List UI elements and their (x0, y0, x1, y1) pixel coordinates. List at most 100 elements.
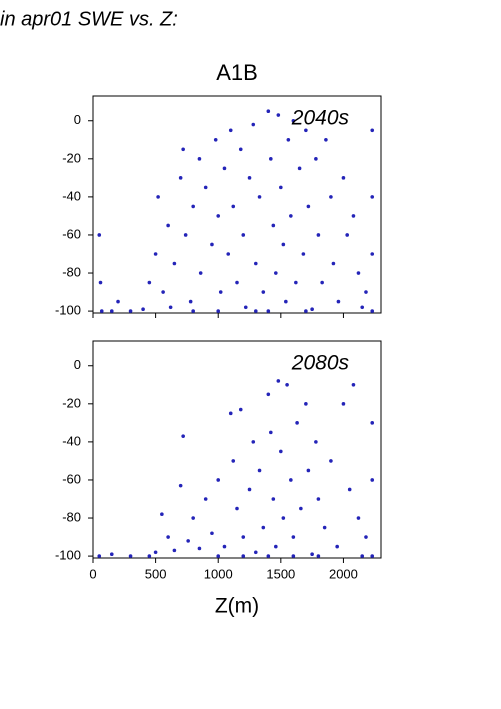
y-tick-label: -100 (55, 303, 81, 318)
point (291, 118, 296, 123)
point (241, 535, 246, 539)
point (370, 195, 375, 199)
point (116, 299, 120, 304)
point (314, 440, 318, 444)
point (271, 223, 276, 228)
point (335, 544, 339, 549)
point (370, 478, 375, 482)
annotation: 2080s (291, 352, 350, 375)
point (281, 242, 286, 247)
plot-frame (92, 95, 382, 314)
point (286, 137, 291, 142)
point (153, 550, 158, 555)
point (295, 421, 299, 425)
point (291, 554, 296, 558)
point (257, 468, 262, 473)
point (203, 497, 208, 501)
point (160, 512, 164, 517)
point (351, 382, 356, 387)
point (97, 554, 102, 558)
point (345, 233, 349, 237)
point (210, 242, 214, 247)
point (147, 554, 152, 558)
point (364, 290, 368, 294)
point (222, 544, 227, 549)
y-tick-label: -60 (62, 226, 81, 241)
plot-frame (92, 340, 382, 559)
point (213, 137, 218, 142)
point (279, 449, 283, 454)
point (294, 280, 298, 285)
point (188, 299, 193, 304)
point (370, 421, 375, 425)
point (99, 309, 104, 313)
point (360, 554, 365, 558)
point (253, 261, 258, 266)
x-tick-label: 1000 (204, 566, 233, 581)
y-tick-label: -60 (62, 471, 81, 486)
x-axis-label: Z(m) (215, 595, 259, 618)
point (109, 309, 114, 313)
point (341, 402, 346, 406)
x-tick-label: 1500 (266, 566, 295, 581)
point (370, 252, 375, 256)
point (222, 166, 227, 171)
point (97, 233, 102, 237)
point (166, 223, 170, 228)
point (241, 233, 246, 237)
point (128, 309, 133, 313)
point (341, 176, 346, 180)
point (191, 204, 195, 209)
point (289, 214, 293, 218)
y-tick-label: -80 (62, 264, 81, 279)
point (274, 544, 278, 549)
point (266, 109, 271, 114)
point (304, 128, 308, 133)
y-tick-label: -80 (62, 509, 81, 524)
point (198, 271, 203, 275)
point (251, 122, 256, 127)
point (347, 487, 352, 492)
x-tick-label: 500 (145, 566, 167, 581)
point (153, 252, 158, 256)
point (314, 157, 318, 161)
point (266, 392, 271, 397)
point (128, 554, 133, 558)
point (320, 280, 324, 285)
point (161, 290, 165, 294)
y-tick-label: -20 (62, 395, 81, 410)
point (197, 157, 202, 161)
point (322, 525, 327, 530)
point (181, 147, 185, 152)
point (218, 290, 223, 294)
point (370, 309, 375, 313)
point (329, 459, 333, 463)
point (197, 546, 202, 551)
point (269, 430, 273, 435)
point (336, 299, 341, 304)
y-tick-label: 0 (74, 357, 81, 372)
point (274, 271, 278, 275)
point (247, 176, 252, 180)
point (238, 407, 243, 412)
point (231, 459, 236, 463)
y-tick-label: -20 (62, 150, 81, 165)
point (216, 478, 221, 482)
point (329, 195, 333, 199)
point (228, 411, 233, 416)
point (360, 305, 365, 310)
point (181, 434, 185, 438)
point (98, 280, 103, 285)
point (178, 176, 183, 180)
point (269, 157, 273, 161)
point (147, 280, 152, 285)
x-tick-label: 0 (89, 566, 96, 581)
point (261, 290, 266, 294)
x-tick-label: 2000 (329, 566, 358, 581)
point (243, 305, 248, 310)
point (210, 531, 214, 536)
point (166, 535, 170, 539)
point (324, 137, 328, 142)
point (316, 233, 321, 237)
